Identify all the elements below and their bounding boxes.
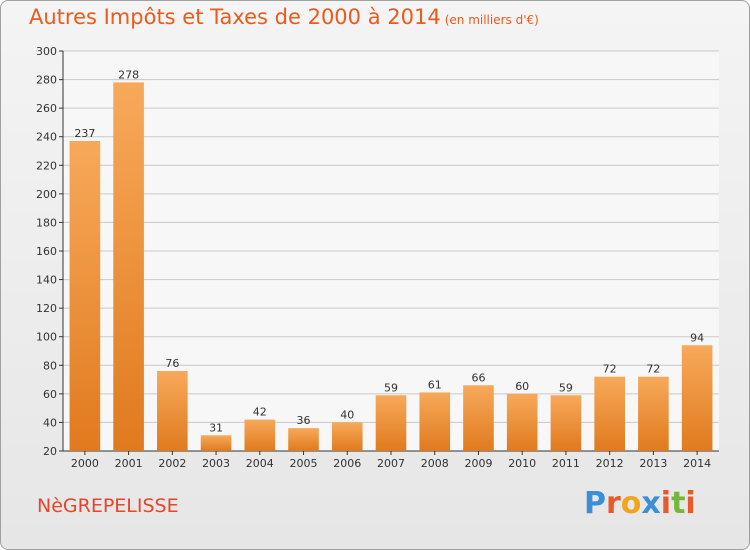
y-tick-label: 280 [36, 74, 57, 87]
data-label: 278 [118, 68, 139, 81]
data-label: 40 [340, 408, 354, 421]
x-tick-label: 2008 [421, 457, 449, 470]
data-label: 72 [646, 363, 660, 376]
x-tick-label: 2001 [115, 457, 143, 470]
logo-letter: P [584, 486, 606, 521]
bar [288, 428, 319, 451]
y-tick-label: 160 [36, 245, 57, 258]
data-label: 66 [471, 371, 485, 384]
x-tick-label: 2007 [377, 457, 405, 470]
data-label: 76 [165, 357, 179, 370]
x-tick-label: 2002 [158, 457, 186, 470]
y-tick-label: 200 [36, 188, 57, 201]
logo-letter: i [660, 486, 672, 521]
y-tick-label: 20 [43, 445, 57, 458]
x-tick-label: 2005 [290, 457, 318, 470]
bar [506, 393, 538, 451]
x-tick-label: 2014 [683, 457, 711, 470]
bar [419, 392, 451, 451]
y-tick-label: 100 [36, 331, 57, 344]
x-tick-label: 2010 [508, 457, 536, 470]
proxiti-logo: Proxiti [584, 486, 696, 521]
bar [463, 385, 494, 451]
data-label: 237 [74, 127, 95, 140]
bar [331, 422, 363, 451]
logo-letter: x [641, 486, 661, 521]
y-tick-label: 220 [36, 159, 57, 172]
bar [157, 371, 188, 451]
chart-title: Autres Impôts et Taxes de 2000 à 2014 (en… [29, 5, 539, 29]
city-name: NèGREPELISSE [37, 495, 179, 517]
data-label: 42 [253, 406, 267, 419]
data-label: 59 [384, 381, 398, 394]
y-tick-label: 80 [43, 359, 57, 372]
data-label: 94 [690, 331, 704, 344]
logo-letter: r [606, 486, 621, 521]
bar [200, 435, 232, 451]
bar [113, 82, 144, 451]
y-tick-label: 120 [36, 302, 57, 315]
bar [375, 395, 407, 451]
bar [638, 376, 669, 451]
x-tick-label: 2011 [552, 457, 580, 470]
bar [69, 141, 101, 451]
y-tick-label: 40 [43, 416, 57, 429]
y-tick-label: 240 [36, 131, 57, 144]
y-tick-label: 260 [36, 102, 57, 115]
bar [594, 376, 625, 451]
bar [681, 345, 713, 451]
data-label: 72 [603, 363, 617, 376]
x-tick-label: 2012 [596, 457, 624, 470]
x-tick-label: 2006 [333, 457, 361, 470]
y-tick-label: 60 [43, 388, 57, 401]
bar [550, 395, 582, 451]
data-label: 36 [297, 414, 311, 427]
data-label: 60 [515, 380, 529, 393]
chart-unit: (en milliers d'€) [444, 13, 539, 27]
y-tick-label: 300 [36, 45, 57, 58]
x-tick-label: 2013 [639, 457, 667, 470]
data-label: 31 [209, 421, 223, 434]
logo-letter: o [620, 486, 642, 521]
y-tick-label: 140 [36, 274, 57, 287]
x-tick-label: 2004 [246, 457, 274, 470]
x-tick-label: 2009 [464, 457, 492, 470]
y-tick-label: 180 [36, 216, 57, 229]
data-label: 59 [559, 381, 573, 394]
x-tick-label: 2000 [71, 457, 99, 470]
logo-letter: i [685, 486, 696, 521]
chart-title-text: Autres Impôts et Taxes de 2000 à 2014 [29, 5, 441, 29]
x-tick-label: 2003 [202, 457, 230, 470]
data-label: 61 [428, 378, 442, 391]
logo-letter: t [671, 486, 686, 521]
bar [244, 419, 276, 451]
